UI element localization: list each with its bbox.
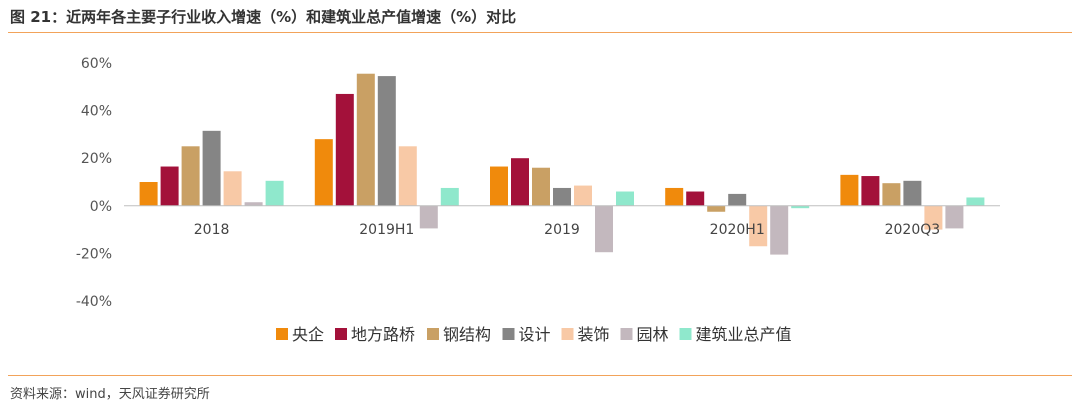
legend-item[interactable]: 央企 <box>276 325 324 344</box>
bar <box>244 202 263 206</box>
legend-swatch <box>679 328 692 340</box>
bar <box>532 167 550 206</box>
legend-item[interactable]: 地方路桥 <box>335 325 415 344</box>
bar <box>553 187 571 206</box>
legend-label: 设计 <box>519 325 551 344</box>
bar <box>139 182 158 206</box>
bar <box>728 193 747 206</box>
figure-title: 图 21：近两年各主要子行业收入增速（%）和建筑业总产值增速（%）对比 <box>10 8 517 26</box>
legend-label: 园林 <box>637 325 669 344</box>
bar <box>595 205 613 253</box>
y-tick-label: -40% <box>76 294 112 310</box>
bar <box>511 158 529 206</box>
legend-label: 装饰 <box>578 325 610 344</box>
bar <box>202 130 221 206</box>
chart-legend[interactable]: 央企 地方路桥 钢结构 设计 装饰 园林 建筑业总产值 <box>276 325 792 344</box>
bar <box>181 146 200 206</box>
bar <box>440 187 459 206</box>
legend-item[interactable]: 园林 <box>620 325 669 344</box>
category-label: 2019H1 <box>359 222 414 238</box>
legend-item[interactable]: 钢结构 <box>427 325 491 344</box>
category-labels: 2018 2019H1 2019 2020H1 2020Q3 <box>194 222 940 238</box>
category-label: 2018 <box>194 222 230 238</box>
bar <box>265 180 284 206</box>
bar <box>665 187 684 206</box>
legend-swatch <box>620 328 633 340</box>
y-tick-label: 20% <box>81 151 112 167</box>
bar <box>574 185 592 206</box>
bar <box>770 205 789 255</box>
y-tick-label: 40% <box>81 104 112 120</box>
bar <box>160 166 179 206</box>
bar <box>377 76 396 206</box>
bar <box>924 205 943 230</box>
title-divider <box>8 32 1072 33</box>
bar <box>223 171 242 206</box>
bar <box>707 205 726 212</box>
bar <box>314 139 333 206</box>
legend-label: 地方路桥 <box>351 325 415 344</box>
legend-label: 建筑业总产值 <box>696 325 792 344</box>
category-label: 2019 <box>544 222 580 238</box>
bar <box>398 146 417 206</box>
y-tick-label: 60% <box>81 56 112 72</box>
bar <box>490 166 508 206</box>
bar <box>686 191 705 206</box>
bar <box>749 205 768 247</box>
bar <box>335 93 354 206</box>
category-label: 2020H1 <box>710 222 765 238</box>
legend-label: 央企 <box>292 325 324 344</box>
y-tick-label: -20% <box>76 246 112 262</box>
legend-swatch <box>427 328 439 340</box>
y-tick-label: 0% <box>90 199 112 215</box>
legend-item[interactable]: 设计 <box>502 325 551 344</box>
legend-swatch <box>276 328 288 340</box>
bar <box>356 73 375 206</box>
bar-chart: 60% 40% 20% 0% -20% -40% 2018 2019H1 2019 2020H1… <box>76 56 1000 344</box>
source-divider <box>8 375 1072 376</box>
bar <box>966 197 985 206</box>
bar-series <box>139 73 985 255</box>
legend-swatch <box>335 328 347 340</box>
bar <box>419 205 438 229</box>
legend-item[interactable]: 装饰 <box>561 325 610 344</box>
legend-swatch <box>502 328 515 340</box>
y-axis-ticks: 60% 40% 20% 0% -20% -40% <box>76 56 112 310</box>
bar <box>882 183 901 206</box>
bar <box>791 205 810 209</box>
bar <box>945 205 964 229</box>
bar <box>903 180 922 206</box>
bar <box>616 191 634 206</box>
legend-label: 钢结构 <box>443 325 491 344</box>
source-note: 资料来源：wind，天风证券研究所 <box>10 387 210 402</box>
legend-item[interactable]: 建筑业总产值 <box>679 325 792 344</box>
bar <box>840 174 859 206</box>
bar <box>861 176 880 206</box>
category-label: 2020Q3 <box>885 222 941 238</box>
legend-swatch <box>561 328 574 340</box>
